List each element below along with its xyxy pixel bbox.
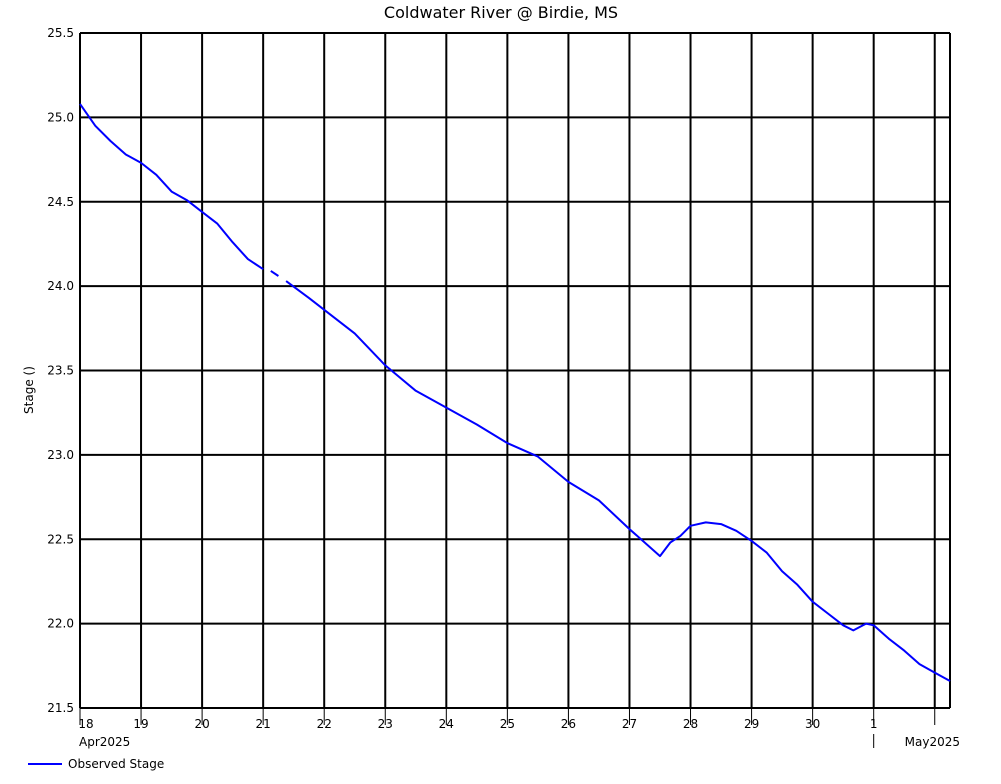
y-tick-label: 22.5	[47, 532, 74, 546]
y-tick-label: 23.0	[47, 448, 74, 462]
x-tick-label: 27	[622, 717, 637, 731]
x-month-label: Apr2025	[79, 735, 130, 749]
series-line-observed-stage	[270, 270, 279, 277]
series-layer	[79, 103, 951, 682]
series-line-observed-stage	[79, 103, 264, 271]
x-tick-label: 26	[561, 717, 576, 731]
x-tick-label: 22	[317, 717, 332, 731]
x-tick-label: 24	[439, 717, 454, 731]
y-tick-label: 21.5	[47, 701, 74, 715]
x-tick-label: 25	[500, 717, 515, 731]
y-tick-label: 25.0	[47, 110, 74, 124]
y-tick-label: 24.5	[47, 195, 74, 209]
x-tick-label: 20	[194, 717, 209, 731]
legend-label: Observed Stage	[68, 757, 164, 771]
x-month-label: May2025	[905, 735, 960, 749]
axes: 21.5 22.0 22.5 23.0 23.5 24.0 24.5 25.0 25.5 18 19…	[47, 26, 960, 749]
y-tick-label: 24.0	[47, 279, 74, 293]
x-tick-label: 28	[683, 717, 698, 731]
legend: Observed Stage	[28, 757, 164, 771]
series-line-observed-stage	[285, 280, 951, 682]
y-tick-label: 22.0	[47, 617, 74, 631]
x-tick-label: 19	[133, 717, 148, 731]
grid	[79, 32, 951, 709]
x-tick-label: 1	[870, 717, 878, 731]
y-tick-label: 23.5	[47, 364, 74, 378]
x-tick-label: 21	[256, 717, 271, 731]
chart-title: Coldwater River @ Birdie, MS	[384, 3, 618, 22]
y-axis-label: Stage ()	[22, 366, 36, 414]
x-tick-label: 23	[378, 717, 393, 731]
x-tick-label: 29	[744, 717, 759, 731]
x-tick-label: 30	[805, 717, 820, 731]
y-tick-label: 25.5	[47, 26, 74, 40]
x-tick-label: 18	[78, 717, 93, 731]
